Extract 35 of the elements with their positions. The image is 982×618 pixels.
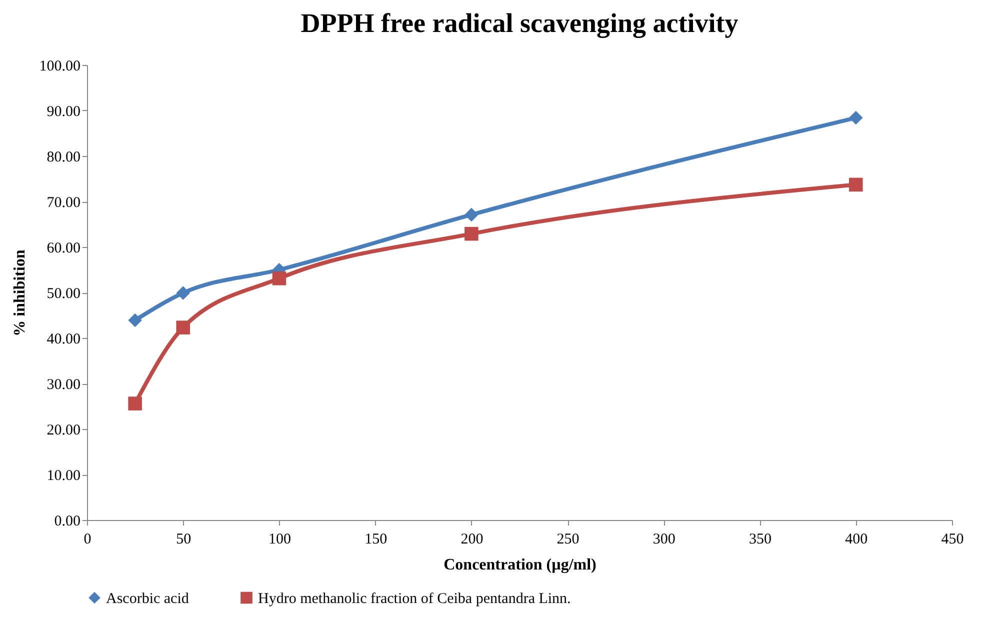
legend-label: Ascorbic acid xyxy=(106,590,190,607)
point xyxy=(176,286,190,300)
y-tick-label: 30.00 xyxy=(46,377,80,393)
x-tick-label: 400 xyxy=(845,532,868,548)
point xyxy=(848,178,863,192)
point xyxy=(272,272,286,286)
x-tick-label: 0 xyxy=(84,532,92,548)
chart-title: DPPH free radical scavenging activity xyxy=(300,8,739,38)
y-tick-label: 70.00 xyxy=(46,195,80,211)
y-tick-label: 50.00 xyxy=(46,286,80,302)
point xyxy=(464,208,478,222)
point xyxy=(176,320,190,334)
y-tick-label: 60.00 xyxy=(46,240,80,256)
legend-label: Hydro methanolic fraction of Ceiba pentandra Linn. xyxy=(258,590,571,607)
x-tick-label: 300 xyxy=(652,532,676,548)
y-tick-label: 20.00 xyxy=(46,422,80,438)
y-tick-label: 40.00 xyxy=(46,332,80,348)
y-tick-label: 90.00 xyxy=(46,104,80,120)
x-tick-label: 450 xyxy=(941,532,964,548)
point xyxy=(128,313,142,328)
x-tick-label: 150 xyxy=(364,532,388,548)
y-tick-label: 0.00 xyxy=(54,514,80,530)
x-tick-label: 250 xyxy=(556,532,580,548)
y-tick-label: 100.00 xyxy=(39,58,80,74)
x-tick-label: 200 xyxy=(460,532,484,548)
x-tick-label: 100 xyxy=(268,532,291,548)
point xyxy=(128,396,142,410)
x-tick-label: 350 xyxy=(749,532,772,548)
point xyxy=(848,110,863,125)
y-tick-label: 80.00 xyxy=(46,150,80,166)
y-tick-label: 10.00 xyxy=(46,468,80,484)
y-axis-title: % inhibition xyxy=(11,250,28,336)
x-axis-title: Concentration (µg/ml) xyxy=(444,556,596,574)
point xyxy=(464,226,478,241)
x-tick-label: 50 xyxy=(176,532,192,548)
